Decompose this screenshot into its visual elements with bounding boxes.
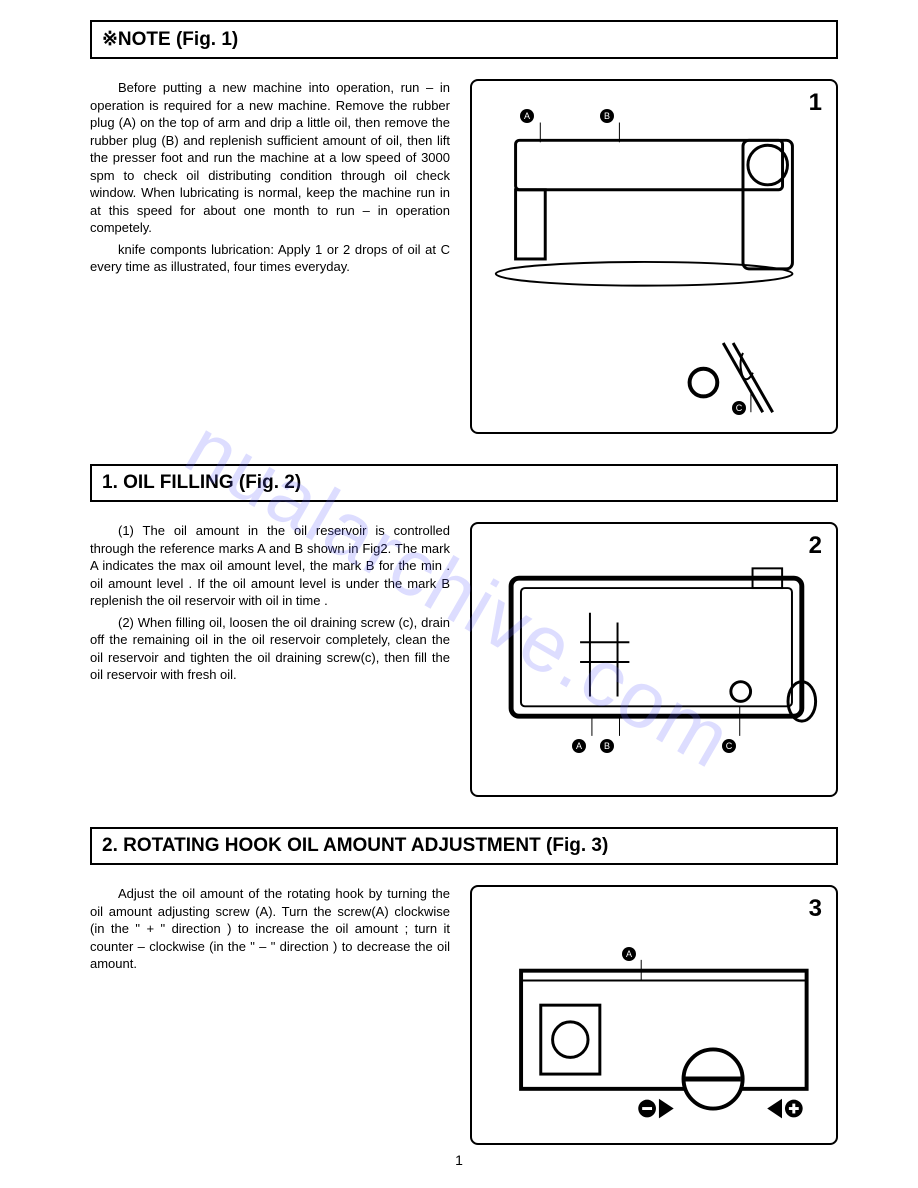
content-row: Adjust the oil amount of the rotating ho… xyxy=(90,885,838,1145)
section-header-note: ※NOTE (Fig. 1) xyxy=(90,20,838,59)
callout-a: A xyxy=(572,739,586,753)
content-row: (1) The oil amount in the oil reservoir … xyxy=(90,522,838,797)
figure-box-1: 1 A B C xyxy=(470,79,838,434)
hook-diagram xyxy=(472,887,836,1143)
section-oil-filling: 1. OIL FILLING (Fig. 2) (1) The oil amou… xyxy=(90,464,838,797)
section-note: ※NOTE (Fig. 1) Before putting a new mach… xyxy=(90,20,838,434)
figure-box-2: 2 A B C xyxy=(470,522,838,797)
callout-b: B xyxy=(600,109,614,123)
paragraph: (1) The oil amount in the oil reservoir … xyxy=(90,522,450,610)
section-header-oil: 1. OIL FILLING (Fig. 2) xyxy=(90,464,838,502)
paragraph: Adjust the oil amount of the rotating ho… xyxy=(90,885,450,973)
paragraph: Before putting a new machine into operat… xyxy=(90,79,450,237)
content-row: Before putting a new machine into operat… xyxy=(90,79,838,434)
figure-box-3: 3 xyxy=(470,885,838,1145)
text-column: Adjust the oil amount of the rotating ho… xyxy=(90,885,450,977)
callout-a: A xyxy=(520,109,534,123)
text-column: (1) The oil amount in the oil reservoir … xyxy=(90,522,450,688)
callout-a: A xyxy=(622,947,636,961)
page-number: 1 xyxy=(455,1152,463,1168)
section-rotating-hook: 2. ROTATING HOOK OIL AMOUNT ADJUSTMENT (… xyxy=(90,827,838,1145)
machine-diagram xyxy=(472,81,836,432)
callout-c: C xyxy=(722,739,736,753)
callout-b: B xyxy=(600,739,614,753)
paragraph: (2) When filling oil, loosen the oil dra… xyxy=(90,614,450,684)
text-column: Before putting a new machine into operat… xyxy=(90,79,450,280)
section-header-hook: 2. ROTATING HOOK OIL AMOUNT ADJUSTMENT (… xyxy=(90,827,838,865)
reservoir-diagram xyxy=(472,524,836,795)
paragraph: knife componts lubrication: Apply 1 or 2… xyxy=(90,241,450,276)
callout-c: C xyxy=(732,401,746,415)
